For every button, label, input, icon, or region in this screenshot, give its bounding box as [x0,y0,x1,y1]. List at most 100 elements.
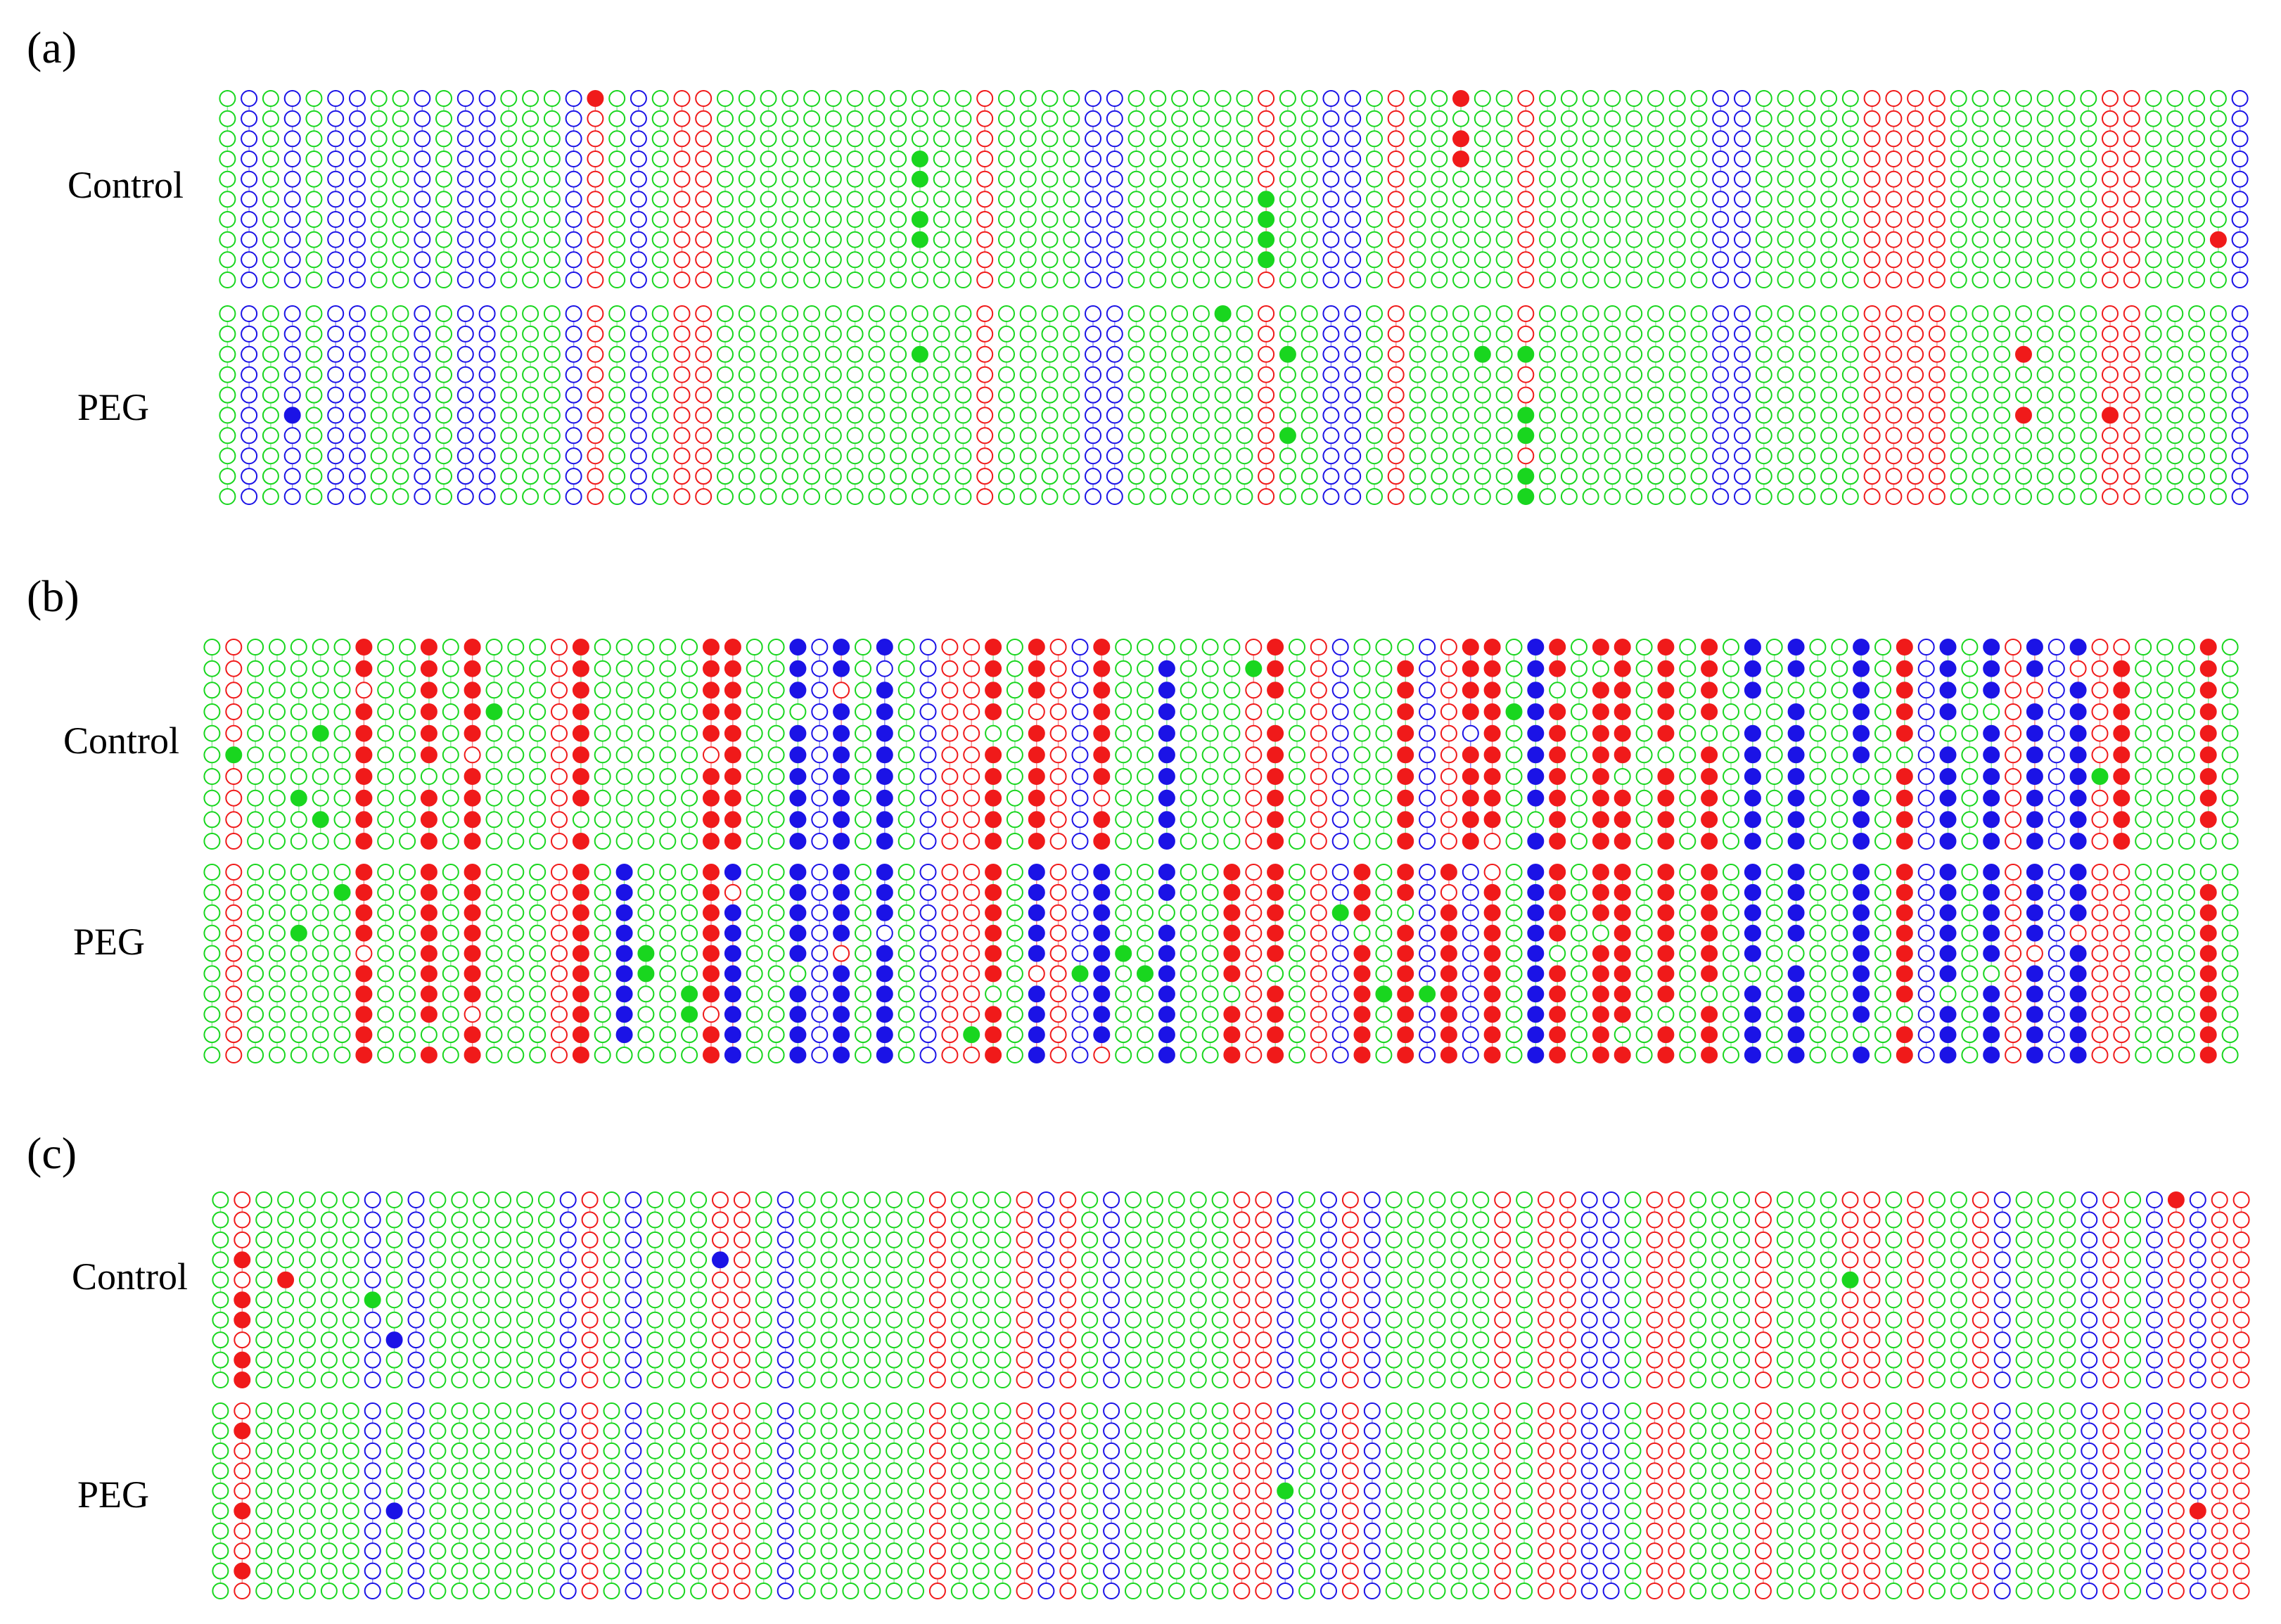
unmethylated-site [941,965,959,983]
unmethylated-site [1137,682,1154,699]
unmethylated-site [399,985,416,1003]
unmethylated-site [608,130,626,148]
unmethylated-site [414,427,431,445]
unmethylated-site [1289,703,1305,720]
unmethylated-site [890,468,907,485]
unmethylated-site [1841,427,1859,445]
unmethylated-site [370,211,388,228]
methylated-site [1279,345,1296,363]
unmethylated-site [907,1191,924,1208]
unmethylated-site [1081,1271,1099,1289]
methylated-site [1701,660,1718,677]
unmethylated-site [1668,1311,1685,1329]
unmethylated-site [1820,407,1838,424]
unmethylated-site [1127,110,1145,127]
methylated-site [1137,965,1154,983]
methylated-site [283,407,301,424]
unmethylated-site [451,1251,468,1269]
unmethylated-site [2058,151,2076,167]
unmethylated-site [290,965,307,983]
methylated-site [1483,904,1501,921]
methylated-site [1787,965,1805,983]
unmethylated-site [1385,1191,1403,1208]
unmethylated-site [219,427,236,445]
unmethylated-site [1755,407,1772,424]
unmethylated-site [1809,904,1827,921]
unmethylated-site [811,1047,829,1063]
unmethylated-site [1472,1331,1490,1349]
unmethylated-site [1385,1231,1403,1248]
unmethylated-site [1049,639,1067,656]
unmethylated-site [1211,1251,1229,1269]
unmethylated-site [1723,768,1739,785]
unmethylated-site [1624,1351,1642,1369]
unmethylated-site [2145,468,2162,485]
methylated-site [985,703,1002,720]
unmethylated-site [1331,883,1349,901]
unmethylated-site [456,170,474,188]
methylated-site [2026,639,2043,656]
panel-label-a: (a) [27,23,77,72]
unmethylated-site [327,231,345,248]
unmethylated-site [500,366,518,383]
unmethylated-site [1734,468,1751,485]
unmethylated-site [733,1191,750,1208]
methylated-site [1549,864,1566,881]
unmethylated-site [907,1231,924,1248]
unmethylated-site [2166,151,2184,167]
methylated-site [724,746,741,764]
unmethylated-site [933,191,950,208]
unmethylated-site [1841,305,1859,322]
unmethylated-site [615,724,633,742]
unmethylated-site [1192,345,1210,363]
unmethylated-site [1734,407,1751,424]
unmethylated-site [608,251,626,269]
unmethylated-site [1019,407,1037,424]
unmethylated-site [897,639,915,656]
unmethylated-site [594,965,611,983]
unmethylated-site [1341,1311,1359,1329]
unmethylated-site [2157,639,2173,656]
unmethylated-site [277,1291,295,1309]
unmethylated-site [1972,447,1989,465]
unmethylated-site [2221,660,2239,677]
unmethylated-site [1765,1026,1783,1044]
unmethylated-site [1874,924,1891,942]
unmethylated-site [529,945,547,962]
unmethylated-site [2221,811,2239,829]
unmethylated-site [219,211,236,228]
unmethylated-site [1624,1191,1642,1208]
unmethylated-site [516,1311,533,1329]
unmethylated-site [1137,789,1154,807]
unmethylated-site [1679,768,1697,785]
unmethylated-site [342,1191,359,1208]
unmethylated-site [646,1372,664,1388]
methylated-site [420,864,437,881]
unmethylated-site [1505,945,1523,962]
unmethylated-site [1375,1006,1393,1023]
unmethylated-site [668,1311,686,1329]
unmethylated-site [868,90,886,107]
unmethylated-site [1647,305,1664,322]
unmethylated-site [1041,488,1059,505]
unmethylated-site [2166,325,2184,343]
unmethylated-site [2080,110,2097,127]
unmethylated-site [637,724,655,742]
unmethylated-site [897,768,915,785]
unmethylated-site [1149,468,1167,485]
unmethylated-site [767,724,785,742]
unmethylated-site [1874,864,1891,881]
unmethylated-site [551,768,568,785]
unmethylated-site [1255,1231,1272,1248]
methylated-site [1223,924,1241,942]
unmethylated-site [283,305,301,322]
unmethylated-site [911,427,928,445]
methylated-site [1452,151,1469,167]
unmethylated-site [2091,1026,2109,1044]
unmethylated-site [225,682,243,699]
unmethylated-site [1245,883,1263,901]
unmethylated-site [1341,1291,1359,1309]
unmethylated-site [646,1271,664,1289]
unmethylated-site [1831,789,1848,807]
unmethylated-site [1149,191,1167,208]
